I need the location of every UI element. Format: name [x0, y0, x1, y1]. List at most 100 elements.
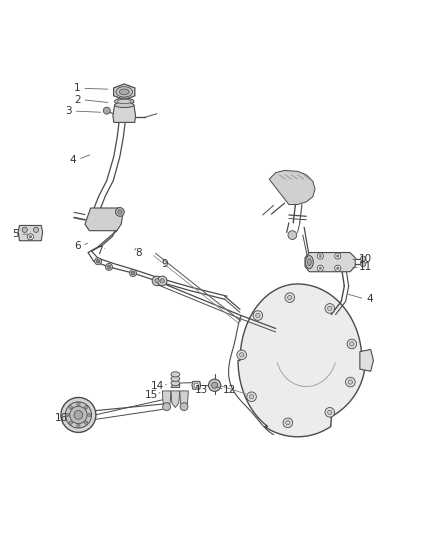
Circle shape [319, 255, 321, 257]
Circle shape [237, 350, 247, 360]
Circle shape [77, 424, 80, 427]
Circle shape [74, 410, 83, 419]
Circle shape [346, 377, 355, 387]
Circle shape [247, 392, 256, 401]
Ellipse shape [115, 102, 134, 108]
Text: 12: 12 [223, 385, 237, 395]
Circle shape [335, 265, 341, 271]
Ellipse shape [171, 372, 180, 377]
Polygon shape [305, 253, 355, 272]
Circle shape [288, 295, 292, 300]
Circle shape [212, 382, 218, 389]
Circle shape [325, 408, 335, 417]
Circle shape [29, 236, 32, 238]
Polygon shape [171, 391, 180, 408]
Circle shape [319, 267, 321, 270]
Circle shape [152, 276, 162, 286]
Circle shape [360, 256, 366, 261]
Circle shape [131, 271, 135, 275]
Circle shape [118, 210, 122, 214]
Circle shape [208, 379, 221, 391]
Text: 2: 2 [74, 95, 81, 104]
Text: 16: 16 [55, 414, 68, 423]
Text: 11: 11 [359, 262, 372, 272]
Circle shape [69, 421, 72, 424]
Ellipse shape [117, 99, 131, 103]
Polygon shape [238, 284, 365, 437]
Circle shape [328, 410, 332, 415]
Polygon shape [192, 381, 201, 389]
Text: 15: 15 [145, 390, 158, 400]
Circle shape [96, 260, 100, 263]
Circle shape [70, 406, 87, 424]
Circle shape [328, 306, 332, 311]
Polygon shape [171, 384, 180, 387]
Circle shape [240, 353, 244, 357]
Circle shape [157, 276, 167, 286]
Circle shape [103, 107, 110, 114]
Circle shape [194, 383, 198, 387]
Circle shape [162, 403, 170, 410]
Ellipse shape [120, 89, 129, 95]
Text: 3: 3 [65, 106, 72, 116]
Ellipse shape [307, 259, 311, 265]
Circle shape [283, 418, 293, 427]
Circle shape [85, 421, 88, 424]
Ellipse shape [171, 381, 180, 386]
Text: 14: 14 [151, 381, 165, 391]
Text: 10: 10 [359, 254, 372, 264]
Ellipse shape [115, 98, 134, 105]
Circle shape [317, 253, 323, 259]
Polygon shape [162, 391, 171, 408]
Ellipse shape [171, 376, 180, 381]
Circle shape [65, 402, 92, 428]
Text: 4: 4 [366, 294, 373, 304]
Text: 1: 1 [74, 83, 81, 93]
Text: 6: 6 [74, 240, 81, 251]
Polygon shape [18, 225, 42, 241]
Circle shape [336, 267, 339, 270]
Ellipse shape [305, 256, 313, 269]
Polygon shape [114, 84, 135, 100]
Circle shape [348, 380, 353, 384]
Polygon shape [113, 105, 136, 123]
Text: 13: 13 [195, 385, 208, 395]
Circle shape [106, 263, 113, 270]
Text: 7: 7 [95, 246, 102, 256]
Circle shape [256, 313, 260, 318]
Circle shape [325, 304, 335, 313]
Circle shape [95, 258, 102, 265]
Text: 8: 8 [135, 247, 141, 257]
Circle shape [130, 270, 137, 277]
Ellipse shape [116, 87, 133, 97]
Circle shape [285, 293, 295, 302]
Polygon shape [360, 350, 373, 372]
Circle shape [27, 234, 33, 240]
Circle shape [107, 265, 111, 269]
Circle shape [317, 265, 323, 271]
Circle shape [360, 262, 366, 267]
Circle shape [336, 255, 339, 257]
Circle shape [155, 279, 159, 283]
Circle shape [69, 406, 72, 409]
Circle shape [88, 413, 91, 417]
Circle shape [180, 403, 188, 410]
Circle shape [116, 207, 124, 216]
Circle shape [33, 227, 39, 232]
Text: 9: 9 [161, 260, 168, 269]
Text: 4: 4 [69, 155, 76, 165]
Circle shape [347, 339, 357, 349]
Circle shape [288, 231, 297, 239]
Circle shape [22, 227, 27, 232]
Circle shape [335, 253, 341, 259]
Circle shape [249, 394, 254, 399]
Circle shape [350, 342, 354, 346]
Polygon shape [180, 391, 188, 408]
Circle shape [253, 311, 263, 320]
Circle shape [85, 406, 88, 409]
Polygon shape [269, 171, 315, 205]
Circle shape [77, 402, 80, 406]
Text: 5: 5 [12, 229, 18, 239]
Circle shape [61, 398, 96, 432]
Polygon shape [85, 208, 123, 231]
